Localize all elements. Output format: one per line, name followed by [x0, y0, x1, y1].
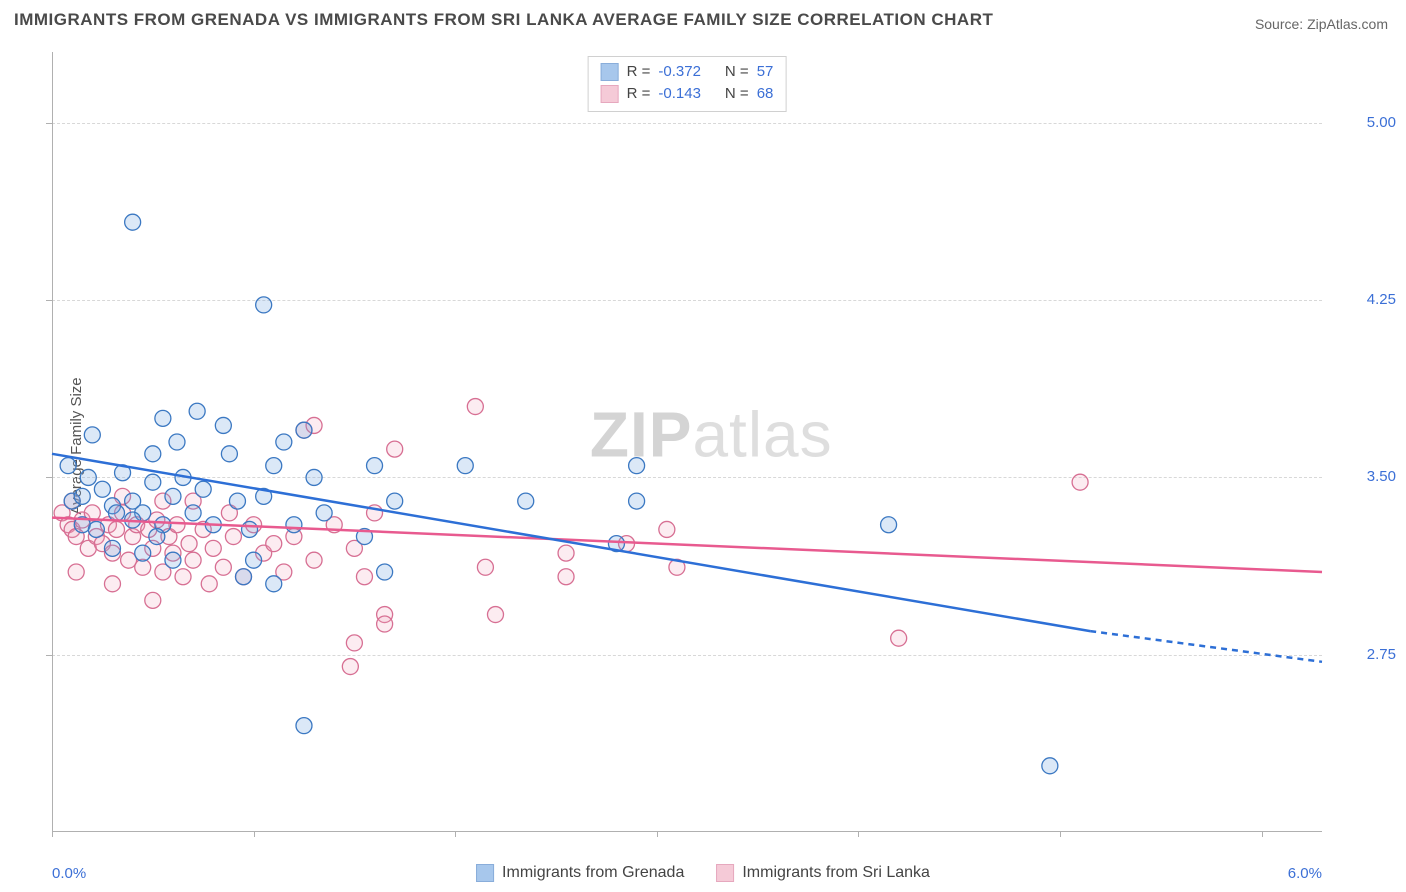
legend-item-srilanka: Immigrants from Sri Lanka	[716, 862, 930, 884]
n-value-grenada: 57	[757, 61, 774, 83]
legend-row-grenada: R = -0.372 N = 57	[601, 61, 774, 83]
legend-row-srilanka: R = -0.143 N = 68	[601, 83, 774, 105]
plot-area: ZIPatlas R = -0.372 N = 57 R = -0.143 N …	[52, 52, 1322, 832]
chart-container: IMMIGRANTS FROM GRENADA VS IMMIGRANTS FR…	[0, 0, 1406, 892]
series-name-grenada: Immigrants from Grenada	[502, 862, 684, 884]
x-axis-min-label: 0.0%	[52, 865, 86, 882]
source-attribution: Source: ZipAtlas.com	[1255, 16, 1388, 32]
r-value-grenada: -0.372	[658, 61, 701, 83]
legend-item-grenada: Immigrants from Grenada	[476, 862, 684, 884]
r-label: R =	[627, 83, 651, 105]
swatch-srilanka	[601, 85, 619, 103]
scatter-svg	[52, 52, 1322, 832]
series-name-srilanka: Immigrants from Sri Lanka	[742, 862, 930, 884]
r-label: R =	[627, 61, 651, 83]
x-axis-max-label: 6.0%	[1288, 865, 1322, 882]
swatch-srilanka	[716, 864, 734, 882]
n-value-srilanka: 68	[757, 83, 774, 105]
series-legend: Immigrants from Grenada Immigrants from …	[476, 862, 930, 884]
r-value-srilanka: -0.143	[658, 83, 701, 105]
chart-title: IMMIGRANTS FROM GRENADA VS IMMIGRANTS FR…	[14, 10, 993, 30]
swatch-grenada	[476, 864, 494, 882]
correlation-legend: R = -0.372 N = 57 R = -0.143 N = 68	[588, 56, 787, 112]
n-label: N =	[725, 61, 749, 83]
n-label: N =	[725, 83, 749, 105]
swatch-grenada	[601, 63, 619, 81]
